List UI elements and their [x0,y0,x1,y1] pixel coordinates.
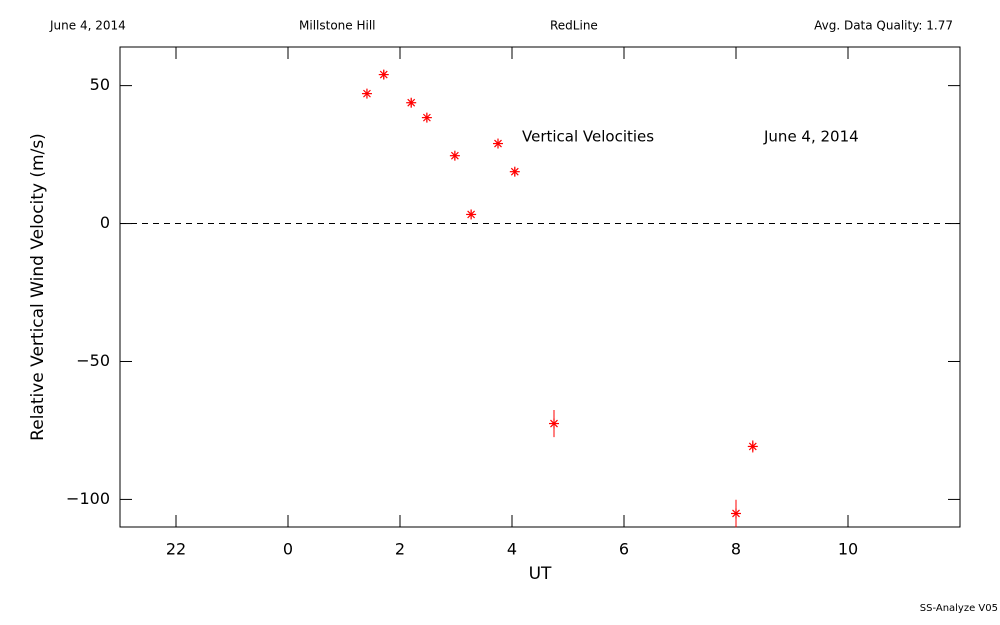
plot-frame [119,46,961,528]
marker-stroke [550,419,558,428]
data-point [493,138,503,149]
data-point [449,150,460,161]
marker-stroke [422,113,431,122]
marker-stroke [379,70,388,79]
header-instrument: RedLine [550,19,598,33]
marker-stroke [732,509,740,518]
annotation: June 4, 2014 [763,128,859,146]
marker-stroke [363,89,371,98]
header-quality: Avg. Data Quality: 1.77 [814,19,953,33]
y-tick-label: 50 [90,75,110,94]
marker-stroke [494,139,502,148]
y-tick-label: 0 [100,213,110,232]
y-tick-label: −50 [76,351,110,370]
data-point [747,441,758,452]
x-tick-label: 4 [507,540,517,559]
x-tick-label: 2 [395,540,405,559]
data-point [549,418,559,429]
header-date: June 4, 2014 [49,19,126,33]
marker-stroke [467,210,476,219]
data-point [466,209,477,220]
header-site: Millstone Hill [299,19,375,33]
y-tick-label: −100 [66,489,110,508]
x-tick-label: 6 [619,540,629,559]
data-point [731,508,741,519]
data-point [421,112,432,123]
marker-stroke [407,98,416,107]
annotation: Vertical Velocities [522,128,654,146]
data-point [509,166,520,177]
x-tick-label: 22 [166,540,186,559]
footer: SS-Analyze V05 [920,603,998,614]
data-point [406,97,417,108]
data-point [361,88,372,99]
x-axis-label: UT [529,564,552,584]
y-axis-label: Relative Vertical Wind Velocity (m/s) [28,133,48,441]
data-point [378,69,389,80]
marker-stroke [510,167,519,176]
x-tick-label: 10 [838,540,858,559]
x-tick-label: 0 [283,540,293,559]
x-tick-label: 8 [731,540,741,559]
marker-stroke [450,151,459,160]
marker-stroke [748,442,757,451]
